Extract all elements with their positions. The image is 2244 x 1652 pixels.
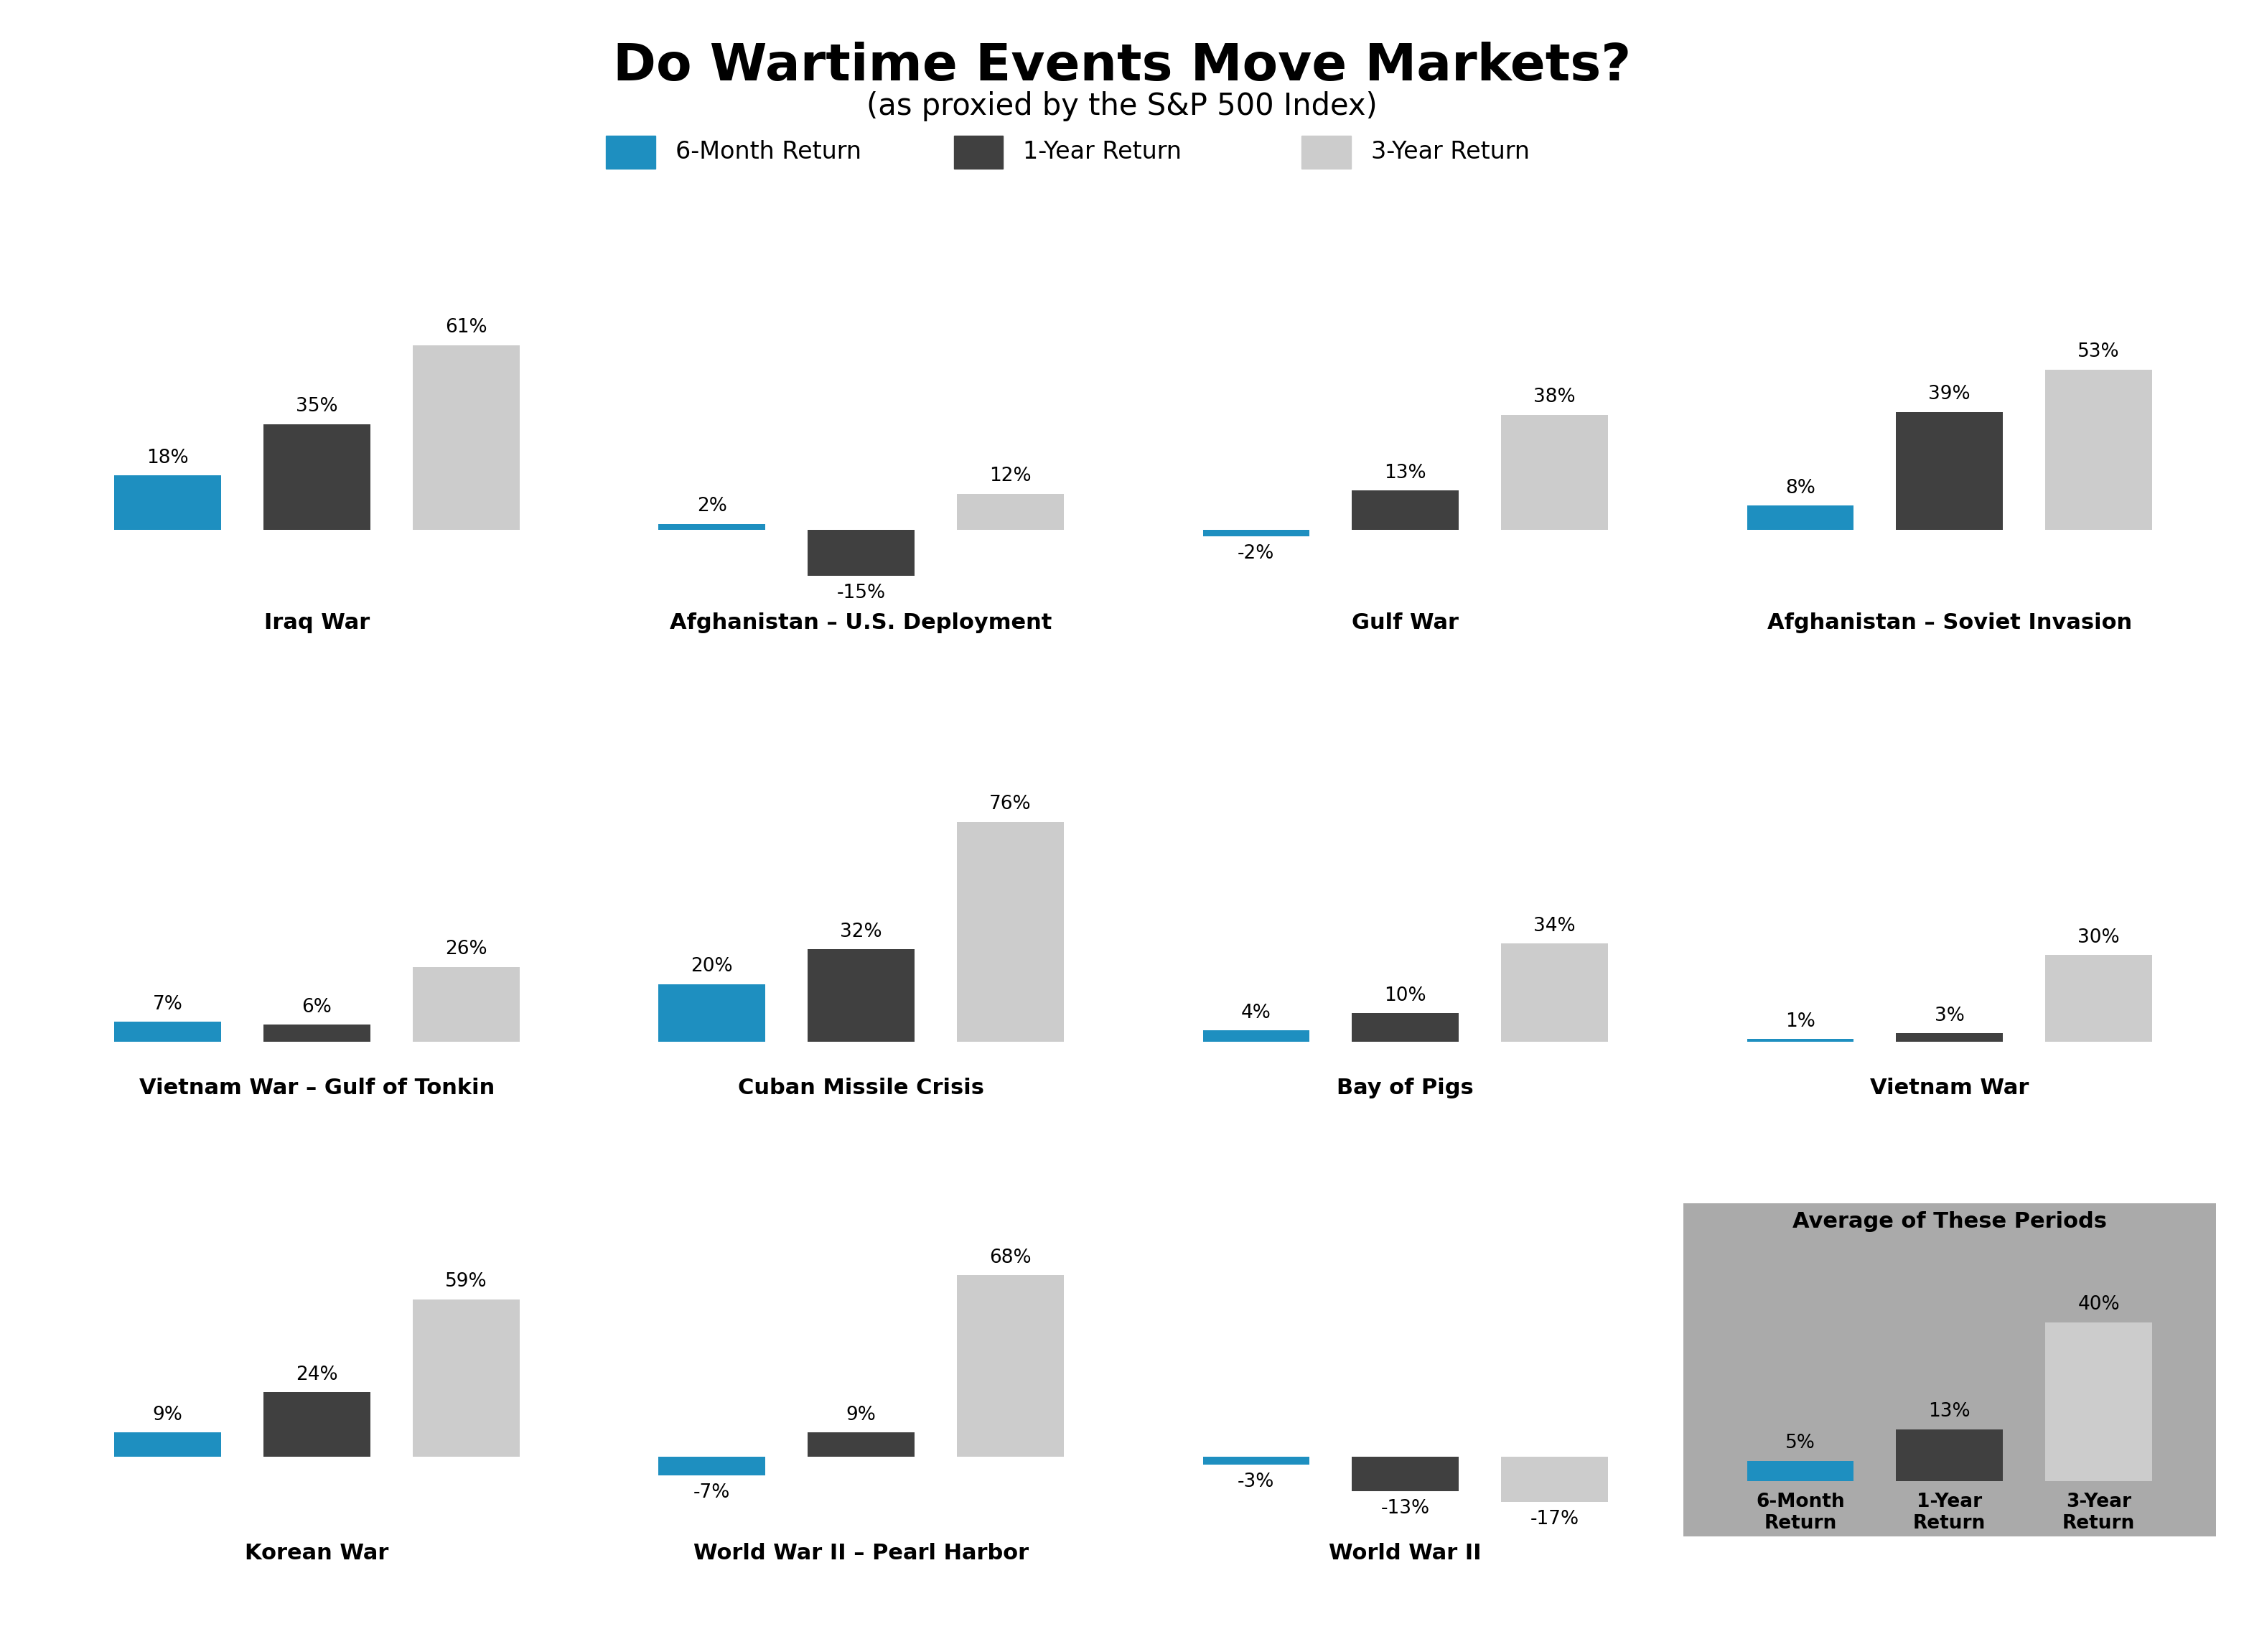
Text: 1-Year Return: 1-Year Return — [1023, 140, 1183, 164]
Text: 12%: 12% — [990, 466, 1032, 486]
Text: 9%: 9% — [846, 1406, 875, 1424]
Text: Bay of Pigs: Bay of Pigs — [1337, 1077, 1474, 1099]
Text: 26%: 26% — [444, 940, 487, 958]
Bar — [660, 985, 765, 1042]
Text: 1-Year
Return: 1-Year Return — [1914, 1493, 1986, 1533]
Text: Korean War: Korean War — [245, 1543, 388, 1564]
Text: Gulf War: Gulf War — [1351, 613, 1459, 633]
Text: 61%: 61% — [444, 319, 487, 337]
Text: 1%: 1% — [1786, 1013, 1815, 1031]
Text: 38%: 38% — [1533, 388, 1575, 406]
Bar — [1746, 506, 1854, 530]
Text: Vietnam War – Gulf of Tonkin: Vietnam War – Gulf of Tonkin — [139, 1077, 494, 1099]
Text: 10%: 10% — [1385, 986, 1427, 1004]
Text: 76%: 76% — [990, 795, 1032, 813]
Bar — [808, 1432, 913, 1457]
Bar — [1351, 491, 1459, 530]
Text: 20%: 20% — [691, 957, 734, 976]
Bar — [1896, 1429, 2004, 1480]
Text: 18%: 18% — [146, 448, 188, 468]
Text: 13%: 13% — [1385, 464, 1427, 482]
Text: 9%: 9% — [153, 1406, 182, 1424]
Text: 59%: 59% — [444, 1272, 487, 1290]
Text: 68%: 68% — [990, 1249, 1032, 1267]
Text: Vietnam War: Vietnam War — [1869, 1077, 2029, 1099]
Text: 6-Month Return: 6-Month Return — [675, 140, 862, 164]
Text: World War II – Pearl Harbor: World War II – Pearl Harbor — [693, 1543, 1028, 1564]
Bar — [263, 425, 370, 530]
Bar — [1501, 415, 1607, 530]
Bar — [1501, 1457, 1607, 1502]
Text: Afghanistan – Soviet Invasion: Afghanistan – Soviet Invasion — [1766, 613, 2132, 633]
Bar — [660, 1457, 765, 1475]
Bar — [114, 1432, 220, 1457]
Text: 3-Year Return: 3-Year Return — [1371, 140, 1530, 164]
Text: Cuban Missile Crisis: Cuban Missile Crisis — [738, 1077, 985, 1099]
Bar — [114, 1023, 220, 1042]
Bar — [413, 345, 518, 530]
Bar — [956, 1275, 1064, 1457]
Bar — [1203, 1457, 1308, 1464]
Text: (as proxied by the S&P 500 Index): (as proxied by the S&P 500 Index) — [866, 91, 1378, 121]
Bar — [413, 966, 518, 1042]
Bar — [1501, 943, 1607, 1042]
Text: 7%: 7% — [153, 995, 182, 1013]
Bar — [956, 823, 1064, 1042]
Text: -2%: -2% — [1239, 545, 1275, 563]
Text: 2%: 2% — [698, 497, 727, 515]
Bar — [1896, 411, 2004, 530]
Text: World War II: World War II — [1328, 1543, 1481, 1564]
Text: 40%: 40% — [2078, 1295, 2121, 1313]
Bar — [114, 476, 220, 530]
Text: 35%: 35% — [296, 396, 339, 416]
Bar — [263, 1393, 370, 1457]
Text: -15%: -15% — [837, 583, 886, 603]
Text: 24%: 24% — [296, 1366, 339, 1384]
Text: Iraq War: Iraq War — [265, 613, 370, 633]
Bar — [956, 494, 1064, 530]
Text: 3%: 3% — [1934, 1006, 1964, 1024]
Text: 32%: 32% — [839, 922, 882, 942]
Text: -7%: -7% — [693, 1483, 729, 1502]
Text: 39%: 39% — [1928, 385, 1970, 403]
Text: 30%: 30% — [2078, 928, 2121, 947]
Text: 8%: 8% — [1786, 479, 1815, 497]
Text: 53%: 53% — [2078, 342, 2121, 362]
Bar — [2047, 370, 2152, 530]
Text: -13%: -13% — [1380, 1500, 1429, 1518]
Text: 6-Month
Return: 6-Month Return — [1755, 1493, 1845, 1533]
Bar — [1746, 1460, 1854, 1480]
Text: Do Wartime Events Move Markets?: Do Wartime Events Move Markets? — [613, 41, 1631, 91]
Bar — [1746, 1039, 1854, 1042]
Bar — [263, 1024, 370, 1042]
Text: 13%: 13% — [1928, 1403, 1970, 1421]
Bar — [808, 950, 913, 1042]
Text: Afghanistan – U.S. Deployment: Afghanistan – U.S. Deployment — [671, 613, 1052, 633]
Bar — [1896, 1034, 2004, 1042]
Text: 4%: 4% — [1241, 1003, 1270, 1023]
Text: -17%: -17% — [1530, 1510, 1580, 1528]
Bar — [1351, 1457, 1459, 1492]
Text: 5%: 5% — [1786, 1434, 1815, 1452]
Bar — [413, 1298, 518, 1457]
Text: 6%: 6% — [303, 998, 332, 1016]
Text: -3%: -3% — [1239, 1472, 1275, 1492]
Bar — [2047, 955, 2152, 1042]
Bar — [2047, 1322, 2152, 1480]
Bar — [660, 524, 765, 530]
Bar — [808, 530, 913, 575]
Bar — [1203, 530, 1308, 535]
Text: 34%: 34% — [1533, 917, 1575, 935]
Bar — [1203, 1031, 1308, 1042]
Text: Average of These Periods: Average of These Periods — [1793, 1211, 2107, 1232]
Text: 3-Year
Return: 3-Year Return — [2062, 1493, 2134, 1533]
Bar — [1351, 1013, 1459, 1042]
